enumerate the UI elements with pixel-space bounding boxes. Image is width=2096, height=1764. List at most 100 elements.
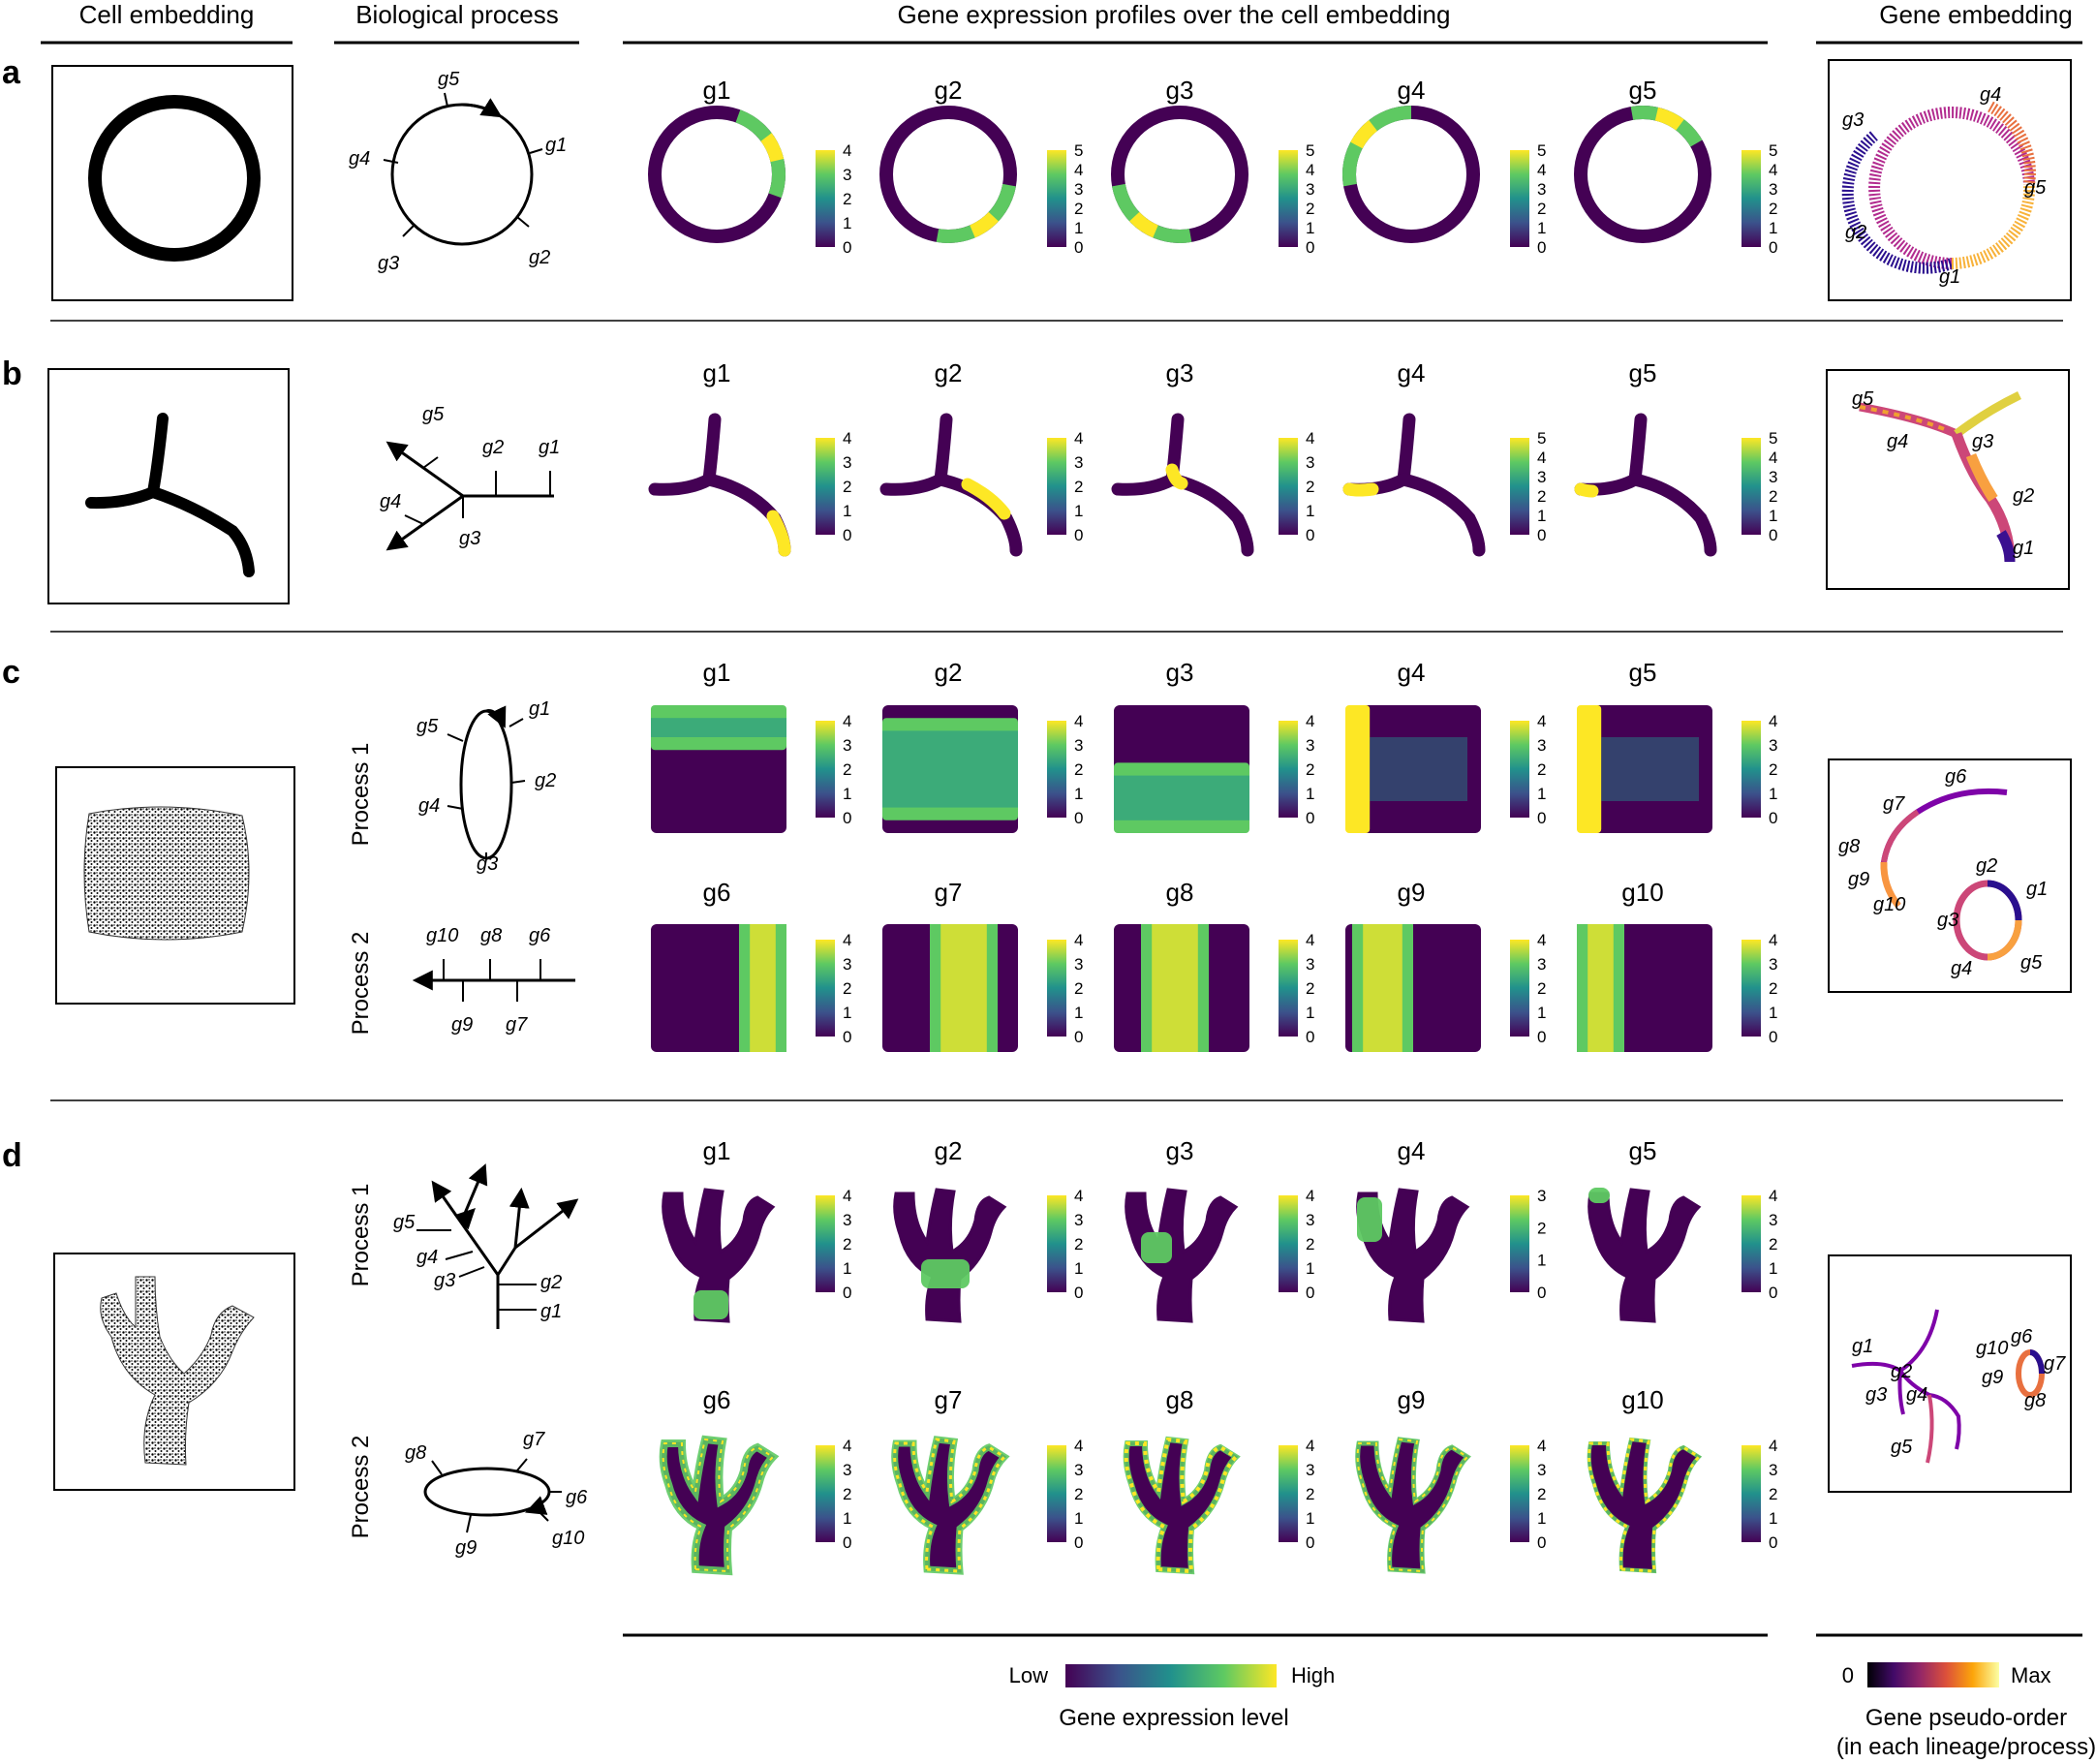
process-d-g5: g5 — [393, 1212, 416, 1233]
colorbar-tick-c2-4-0: 0 — [1537, 1028, 1546, 1046]
colorbar-tick-d2-3-0: 0 — [1306, 1533, 1314, 1552]
profile-d1-5: g5 0 1 2 3 4 — [1587, 1136, 1777, 1323]
colorbar-tick-d1-1-0: 0 — [843, 1284, 851, 1302]
colorbar-tick-c2-3-2: 2 — [1306, 979, 1314, 998]
colorbar-tick-c2-5-1: 1 — [1769, 1004, 1777, 1022]
colorbar-tick-c1-3-0: 0 — [1306, 809, 1314, 827]
colorbar-tick-a-5-3: 3 — [1769, 180, 1777, 199]
process-c-g1: g1 — [529, 698, 550, 720]
colorbar-tick-c2-4-3: 3 — [1537, 955, 1546, 974]
colorbar-tick-b-2-2: 2 — [1074, 478, 1083, 496]
colorbar-tick-d1-5-4: 4 — [1769, 1187, 1777, 1205]
process-d-g7: g7 — [523, 1429, 545, 1450]
cell-embedding-b — [47, 368, 290, 604]
profile-c1-5: g5 0 1 2 3 4 — [1577, 658, 1777, 833]
profile-d1-3: g3 0 1 2 3 4 — [1125, 1136, 1314, 1323]
expression-row-c-process1: g1 0 1 2 3 4 g2 0 1 2 3 4 g3 0 1 2 3 4 g4 0 1 2 3 4 g5 0 1 2 3 4 — [651, 658, 1777, 833]
colorbar-tick-b-5-4: 4 — [1769, 449, 1777, 467]
colorbar-tick-a-4-5: 5 — [1537, 141, 1546, 160]
colorbar-tick-b-4-4: 4 — [1537, 449, 1546, 467]
colorbar-tick-d1-3-4: 4 — [1306, 1187, 1314, 1205]
profile-d2-1: g6 0 1 2 3 4 — [659, 1385, 851, 1576]
profile-title-d1-3: g3 — [1166, 1136, 1194, 1165]
colorbar-tick-a-5-2: 2 — [1769, 200, 1777, 218]
process-d-g9: g9 — [455, 1537, 477, 1559]
colorbar-tick-d2-3-4: 4 — [1306, 1437, 1314, 1455]
legend-pseudo-title-2: (in each lineage/process) — [1836, 1734, 2096, 1760]
process-d-2-label: Process 2 — [348, 1436, 374, 1539]
profile-title-b-2: g2 — [935, 358, 963, 387]
panel-label-d: d — [2, 1137, 22, 1174]
colorbar-d2-2 — [1047, 1445, 1066, 1542]
process-c-g6: g6 — [529, 925, 551, 946]
colorbar-tick-c1-1-0: 0 — [843, 809, 851, 827]
colorbar-tick-c1-5-1: 1 — [1769, 785, 1777, 803]
profile-title-d1-2: g2 — [935, 1136, 963, 1165]
colorbar-tick-c2-5-0: 0 — [1769, 1028, 1777, 1046]
gene-emb-d-g4: g4 — [1906, 1384, 1927, 1406]
colorbar-tick-a-2-5: 5 — [1074, 141, 1083, 160]
colorbar-tick-a-2-1: 1 — [1074, 219, 1083, 237]
profile-c2-3: g8 0 1 2 3 4 — [1114, 878, 1314, 1052]
colorbar-tick-c1-2-2: 2 — [1074, 760, 1083, 779]
profile-c2-2: g7 0 1 2 3 4 — [882, 878, 1083, 1052]
colorbar-tick-d2-5-3: 3 — [1769, 1461, 1777, 1479]
colorbar-tick-a-2-3: 3 — [1074, 180, 1083, 199]
panel-separators — [50, 320, 2063, 1101]
colorbar-tick-d2-2-0: 0 — [1074, 1533, 1083, 1552]
process-a-label-g3: g3 — [378, 253, 399, 274]
colorbar-b-1 — [816, 438, 835, 535]
cell-embedding-c — [55, 766, 295, 1005]
panel-label-b: b — [2, 356, 22, 392]
colorbar-b-2 — [1047, 438, 1066, 535]
colorbar-tick-c1-2-1: 1 — [1074, 785, 1083, 803]
gene-emb-c-g7: g7 — [1883, 793, 1905, 815]
colorbar-tick-a-5-1: 1 — [1769, 219, 1777, 237]
profile-title-d1-1: g1 — [703, 1136, 731, 1165]
colorbar-tick-d1-1-4: 4 — [843, 1187, 851, 1205]
header-cell-embedding: Cell embedding — [79, 0, 255, 29]
colorbar-tick-a-1-4: 4 — [843, 141, 851, 160]
colorbar-tick-a-1-0: 0 — [843, 238, 851, 257]
colorbar-tick-d2-1-1: 1 — [843, 1509, 851, 1528]
gene-emb-b-g5: g5 — [1852, 388, 1874, 410]
process-diagram-d: Process 1 Process 2 g1 g2 g3 g4 g5 — [348, 1163, 588, 1559]
pseudo-order-legend: 0 Max Gene pseudo-order (in each lineage… — [1816, 1633, 2096, 1760]
gene-emb-c-g5: g5 — [2020, 952, 2043, 974]
profile-title-b-5: g5 — [1629, 358, 1657, 387]
process-a-label-g4: g4 — [349, 148, 370, 170]
gene-emb-b-g4: g4 — [1887, 431, 1908, 452]
colorbar-tick-c2-1-3: 3 — [843, 955, 851, 974]
colorbar-d2-1 — [816, 1445, 835, 1542]
colorbar-tick-b-2-0: 0 — [1074, 526, 1083, 544]
process-b-label-g2: g2 — [482, 437, 504, 458]
colorbar-d2-4 — [1510, 1445, 1529, 1542]
colorbar-tick-d1-3-3: 3 — [1306, 1211, 1314, 1229]
gene-emb-b-g2: g2 — [2013, 485, 2034, 507]
colorbar-tick-d2-5-1: 1 — [1769, 1509, 1777, 1528]
expression-legend: Low High Gene expression level — [623, 1633, 1768, 1731]
colorbar-tick-d2-4-2: 2 — [1537, 1485, 1546, 1503]
gene-embedding-b: g1 g2 g3 g4 g5 — [1826, 369, 2070, 590]
colorbar-tick-b-3-2: 2 — [1306, 478, 1314, 496]
gene-emb-a-g2: g2 — [1845, 222, 1866, 243]
colorbar-tick-d2-1-4: 4 — [843, 1437, 851, 1455]
profile-c1-2: g2 0 1 2 3 4 — [882, 658, 1083, 833]
colorbar-tick-b-5-2: 2 — [1769, 487, 1777, 506]
process-c-g8: g8 — [480, 925, 502, 946]
expression-row-d-process2: g6 0 1 2 3 4 g7 0 1 2 3 4 g8 0 1 2 3 4 g9 0 1 2 3 4 g10 0 1 2 3 4 — [659, 1385, 1777, 1576]
gene-emb-c-g2: g2 — [1976, 855, 1997, 877]
profile-b-g3: g3 0 1 2 3 4 — [1111, 358, 1314, 557]
colorbar-tick-b-2-4: 4 — [1074, 429, 1083, 448]
process-c-g2: g2 — [535, 770, 556, 791]
colorbar-tick-c1-4-4: 4 — [1537, 712, 1546, 730]
process-d-g4: g4 — [416, 1247, 438, 1268]
process-b-label-g3: g3 — [459, 528, 480, 549]
profile-title-b-1: g1 — [703, 358, 731, 387]
gene-emb-b-g3: g3 — [1972, 431, 1993, 452]
colorbar-tick-b-5-0: 0 — [1769, 526, 1777, 544]
profile-c1-4: g4 0 1 2 3 4 — [1345, 658, 1546, 833]
colorbar-tick-d2-4-4: 4 — [1537, 1437, 1546, 1455]
gene-embedding-a: g1 g2 g3 g4 g5 — [1828, 59, 2072, 301]
